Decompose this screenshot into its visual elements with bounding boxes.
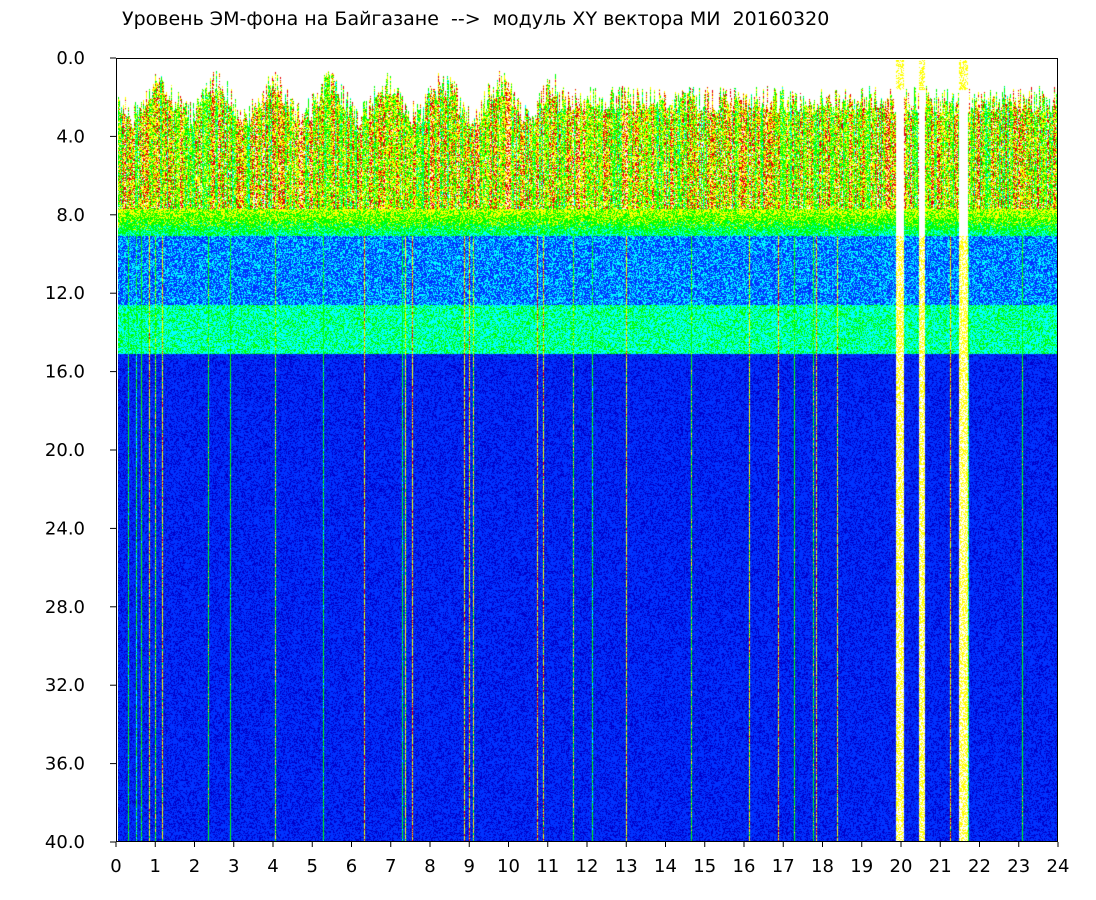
x-tick-label: 0 xyxy=(110,856,121,877)
x-tick-label: 22 xyxy=(968,856,991,877)
y-tick-label: 4.0 xyxy=(56,126,85,147)
y-tick-label: 8.0 xyxy=(56,205,85,226)
x-tick-label: 13 xyxy=(615,856,638,877)
y-tick-label: 0.0 xyxy=(56,48,85,69)
x-tick-label: 5 xyxy=(307,856,318,877)
x-tick-label: 24 xyxy=(1047,856,1070,877)
y-tick-label: 36.0 xyxy=(45,754,85,775)
x-tick-label: 15 xyxy=(693,856,716,877)
y-tick-label: 32.0 xyxy=(45,675,85,696)
x-tick-label: 9 xyxy=(464,856,475,877)
x-tick-label: 14 xyxy=(654,856,677,877)
y-tick-label: 20.0 xyxy=(45,440,85,461)
x-tick-label: 19 xyxy=(850,856,873,877)
spectrogram-image xyxy=(118,60,1057,841)
x-tick-label: 23 xyxy=(1007,856,1030,877)
x-tick-label: 4 xyxy=(267,856,278,877)
x-tick-label: 12 xyxy=(576,856,599,877)
x-tick-label: 18 xyxy=(811,856,834,877)
y-tick-label: 28.0 xyxy=(45,597,85,618)
x-tick-label: 10 xyxy=(497,856,520,877)
y-tick-label: 12.0 xyxy=(45,283,85,304)
spectrogram-plot xyxy=(116,58,1058,842)
x-tick-label: 7 xyxy=(385,856,396,877)
chart-title: Уровень ЭМ-фона на Байгазане --> модуль … xyxy=(122,8,830,30)
y-tick-label: 16.0 xyxy=(45,362,85,383)
y-tick-label: 40.0 xyxy=(45,832,85,853)
x-tick-label: 20 xyxy=(890,856,913,877)
x-tick-label: 1 xyxy=(150,856,161,877)
x-tick-label: 8 xyxy=(424,856,435,877)
x-tick-label: 2 xyxy=(189,856,200,877)
x-tick-label: 16 xyxy=(733,856,756,877)
x-tick-label: 6 xyxy=(346,856,357,877)
y-tick-label: 24.0 xyxy=(45,518,85,539)
x-tick-label: 17 xyxy=(772,856,795,877)
x-tick-label: 21 xyxy=(929,856,952,877)
x-tick-label: 3 xyxy=(228,856,239,877)
x-tick-label: 11 xyxy=(536,856,559,877)
